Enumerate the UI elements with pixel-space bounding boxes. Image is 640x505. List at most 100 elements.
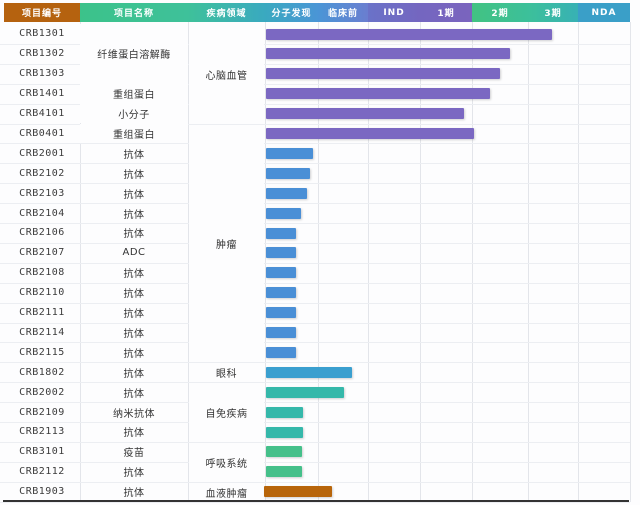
progress-bar-crb2112 bbox=[266, 466, 303, 478]
project-id-cell: CRB1301 bbox=[19, 28, 65, 40]
grid-line-horizontal bbox=[0, 63, 630, 65]
project-id-cell: CRB3101 bbox=[19, 446, 65, 458]
disease-area-cell: 血液肿瘤 bbox=[189, 482, 264, 502]
header-stage-ind: IND bbox=[368, 3, 420, 22]
project-name-cell: 抗体 bbox=[123, 149, 145, 161]
grid-line-horizontal bbox=[0, 362, 630, 364]
project-name-cell: ADC bbox=[122, 247, 146, 259]
project-name-cell: 抗体 bbox=[123, 468, 145, 480]
project-id-cell: CRB2108 bbox=[19, 267, 65, 279]
grid-line-horizontal bbox=[0, 83, 630, 85]
project-name-cell: 抗体 bbox=[123, 348, 145, 360]
header-stage-phase3: 3期 bbox=[528, 3, 578, 22]
progress-bar-crb2102 bbox=[266, 167, 311, 179]
project-id-cell: CRB2113 bbox=[19, 426, 65, 438]
progress-bar-crb2115 bbox=[266, 346, 296, 358]
project-id-cell: CRB2109 bbox=[19, 406, 65, 418]
grid-line-horizontal bbox=[0, 43, 630, 45]
disease-area-cell: 呼吸系统 bbox=[189, 442, 264, 482]
project-id-cell: CRB2104 bbox=[19, 207, 65, 219]
project-name-cell: 纤维蛋白溶解酶 bbox=[80, 24, 188, 84]
progress-bar-crb2110 bbox=[266, 287, 296, 299]
project-id-cell: CRB2002 bbox=[19, 386, 65, 398]
bottom-border bbox=[3, 500, 629, 502]
grid-line-horizontal bbox=[0, 322, 630, 324]
project-name-cell: 抗体 bbox=[123, 269, 145, 281]
project-name-cell: 抗体 bbox=[123, 209, 145, 221]
project-name-cell: 纳米抗体 bbox=[113, 408, 155, 420]
progress-bar-crb2001 bbox=[266, 147, 313, 159]
grid-line-vertical bbox=[265, 22, 266, 502]
disease-area-cell: 肿瘤 bbox=[189, 124, 264, 363]
grid-line-horizontal bbox=[0, 103, 630, 105]
grid-line-horizontal bbox=[0, 183, 630, 185]
project-name-cell: 抗体 bbox=[123, 169, 145, 181]
progress-bar-crb2106 bbox=[266, 227, 296, 239]
progress-bar-crb1401 bbox=[266, 88, 490, 100]
project-name-cell: 抗体 bbox=[123, 388, 145, 400]
grid-line-horizontal bbox=[0, 441, 630, 443]
project-id-cell: CRB4101 bbox=[19, 108, 65, 120]
project-name-cell: 抗体 bbox=[123, 189, 145, 201]
project-id-cell: CRB2111 bbox=[19, 307, 65, 319]
grid-line-horizontal bbox=[0, 501, 630, 503]
project-id-cell: CRB2112 bbox=[19, 466, 65, 478]
progress-bar-crb2111 bbox=[266, 307, 296, 319]
grid-line-vertical bbox=[420, 22, 421, 502]
grid-line-vertical bbox=[528, 22, 529, 502]
progress-bar-crb1903 bbox=[264, 486, 332, 498]
grid-line-horizontal bbox=[0, 282, 630, 284]
header-project-name: 项目名称 bbox=[80, 3, 188, 22]
project-id-cell: CRB1903 bbox=[19, 486, 65, 498]
header-stage-discovery: 分子发现 bbox=[265, 3, 318, 22]
grid-line-horizontal bbox=[0, 143, 630, 145]
progress-bar-crb1301 bbox=[266, 28, 552, 40]
project-name-cell: 小分子 bbox=[80, 103, 188, 124]
header-stage-phase2: 2期 bbox=[472, 3, 528, 22]
grid-line-vertical bbox=[188, 22, 189, 502]
grid-line-horizontal bbox=[0, 262, 630, 264]
project-name-cell: 抗体 bbox=[123, 328, 145, 340]
grid-line-vertical bbox=[368, 22, 369, 502]
progress-bar-crb4101 bbox=[266, 108, 464, 120]
project-id-cell: CRB1802 bbox=[19, 366, 65, 378]
disease-area-cell: 眼科 bbox=[189, 363, 264, 383]
grid-line-horizontal bbox=[0, 203, 630, 205]
grid-line-horizontal bbox=[0, 402, 630, 404]
header-stage-phase1: 1期 bbox=[420, 3, 472, 22]
progress-bar-crb2107 bbox=[266, 247, 296, 259]
project-id-cell: CRB0401 bbox=[19, 127, 65, 139]
grid-line-horizontal bbox=[0, 123, 630, 125]
header-project-id: 项目编号 bbox=[4, 3, 80, 22]
grid-line-horizontal bbox=[0, 242, 630, 244]
grid-line-horizontal bbox=[0, 481, 630, 483]
progress-bar-crb2104 bbox=[266, 207, 302, 219]
grid-line-vertical bbox=[80, 22, 81, 502]
grid-line-vertical bbox=[318, 22, 319, 502]
grid-line-horizontal bbox=[0, 223, 630, 224]
grid-line-horizontal bbox=[0, 461, 630, 463]
progress-bar-crb2108 bbox=[266, 267, 296, 279]
progress-bar-crb1802 bbox=[266, 366, 352, 378]
header-stage-nda: NDA bbox=[578, 3, 630, 22]
progress-bar-crb3101 bbox=[266, 446, 303, 458]
disease-area-cell: 心脑血管 bbox=[189, 25, 264, 124]
project-name-cell: 重组蛋白 bbox=[80, 123, 188, 144]
grid-line-horizontal bbox=[0, 382, 630, 384]
progress-bar-crb2109 bbox=[266, 406, 304, 418]
project-id-cell: CRB2103 bbox=[19, 187, 65, 199]
project-id-cell: CRB1303 bbox=[19, 68, 65, 80]
project-id-cell: CRB1302 bbox=[19, 48, 65, 60]
project-name-cell: 抗体 bbox=[123, 428, 145, 440]
progress-bar-crb0401 bbox=[266, 128, 474, 139]
progress-bar-crb1302 bbox=[266, 48, 511, 60]
header-disease-area: 疾病领域 bbox=[188, 3, 265, 22]
progress-bar-crb2113 bbox=[266, 426, 304, 438]
project-name-cell: 抗体 bbox=[123, 488, 145, 500]
grid-line-vertical bbox=[578, 22, 579, 502]
grid-line-vertical bbox=[630, 22, 631, 502]
progress-bar-crb1303 bbox=[266, 68, 500, 80]
project-id-cell: CRB2110 bbox=[19, 287, 65, 299]
project-id-cell: CRB2114 bbox=[19, 326, 65, 338]
